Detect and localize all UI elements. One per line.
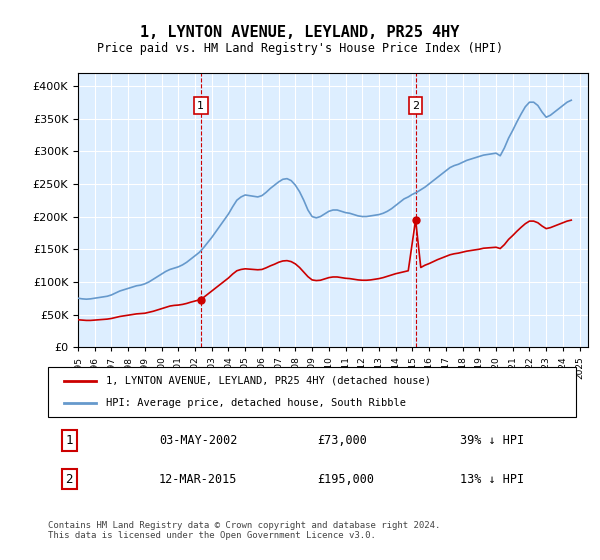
FancyBboxPatch shape [48, 367, 576, 417]
Text: Price paid vs. HM Land Registry's House Price Index (HPI): Price paid vs. HM Land Registry's House … [97, 42, 503, 55]
Text: 1: 1 [197, 101, 204, 111]
Text: 2: 2 [412, 101, 419, 111]
Text: £73,000: £73,000 [317, 434, 367, 447]
Text: 1, LYNTON AVENUE, LEYLAND, PR25 4HY: 1, LYNTON AVENUE, LEYLAND, PR25 4HY [140, 25, 460, 40]
Text: HPI: Average price, detached house, South Ribble: HPI: Average price, detached house, Sout… [106, 398, 406, 408]
Text: 2: 2 [65, 473, 73, 486]
Text: 13% ↓ HPI: 13% ↓ HPI [460, 473, 524, 486]
Text: 03-MAY-2002: 03-MAY-2002 [159, 434, 237, 447]
Text: 12-MAR-2015: 12-MAR-2015 [159, 473, 237, 486]
Text: 1, LYNTON AVENUE, LEYLAND, PR25 4HY (detached house): 1, LYNTON AVENUE, LEYLAND, PR25 4HY (det… [106, 376, 431, 386]
Text: 1: 1 [65, 434, 73, 447]
Text: Contains HM Land Registry data © Crown copyright and database right 2024.
This d: Contains HM Land Registry data © Crown c… [48, 521, 440, 540]
Text: 39% ↓ HPI: 39% ↓ HPI [460, 434, 524, 447]
Text: £195,000: £195,000 [317, 473, 374, 486]
